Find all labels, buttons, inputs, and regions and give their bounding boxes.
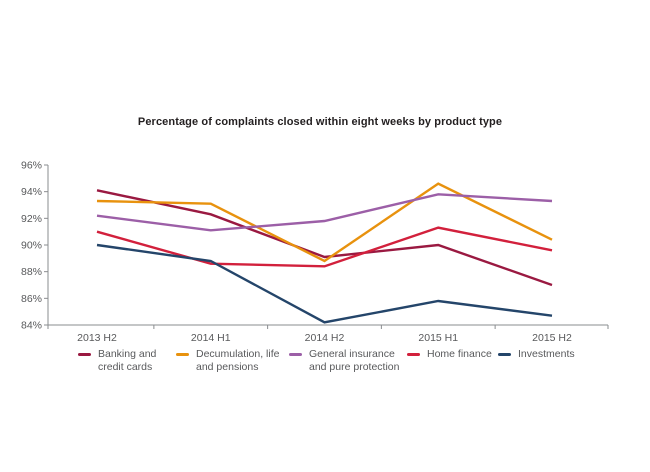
legend-swatch-banking-and-credit-cards bbox=[78, 353, 91, 356]
legend-item-investments: Investments bbox=[498, 348, 575, 361]
line-banking-and-credit-cards bbox=[96, 189, 553, 287]
x-tick-label: 2015 H1 bbox=[418, 332, 458, 344]
chart-title: Percentage of complaints closed within e… bbox=[137, 116, 503, 128]
y-tick-label: 96% bbox=[21, 160, 42, 172]
legend-label-investments: Investments bbox=[518, 348, 575, 360]
y-tick-label: 94% bbox=[21, 186, 42, 198]
x-tick-label: 2014 H2 bbox=[305, 332, 345, 344]
legend-label-decumulation-life-and-pensions: Decumulation, life and pensions bbox=[196, 348, 280, 373]
legend: Banking and credit cards Decumulation, li… bbox=[0, 348, 650, 388]
line-investments bbox=[96, 243, 553, 324]
y-tick-label: 84% bbox=[21, 320, 42, 332]
y-tick-label: 88% bbox=[21, 266, 42, 278]
legend-swatch-investments bbox=[498, 353, 511, 356]
y-tick-label: 86% bbox=[21, 293, 42, 305]
x-tick-label: 2014 H1 bbox=[191, 332, 231, 344]
legend-item-home-finance: Home finance bbox=[407, 348, 492, 361]
legend-item-general-insurance-and-pure-protection: General insurance and pure protection bbox=[289, 348, 399, 374]
legend-swatch-home-finance bbox=[407, 353, 420, 356]
legend-label-banking-and-credit-cards: Banking and credit cards bbox=[98, 348, 157, 373]
legend-label-general-insurance-and-pure-protection: General insurance and pure protection bbox=[309, 348, 400, 373]
legend-item-banking-and-credit-cards: Banking and credit cards bbox=[78, 348, 156, 374]
line-decumulation-life-and-pensions bbox=[96, 182, 553, 263]
line-general-insurance-and-pure-protection bbox=[96, 193, 553, 232]
x-tick-label: 2015 H2 bbox=[532, 332, 572, 344]
x-tick-label: 2013 H2 bbox=[77, 332, 117, 344]
legend-swatch-decumulation-life-and-pensions bbox=[176, 353, 189, 356]
y-tick-label: 90% bbox=[21, 240, 42, 252]
legend-item-decumulation-life-and-pensions: Decumulation, life and pensions bbox=[176, 348, 279, 374]
legend-swatch-general-insurance-and-pure-protection bbox=[289, 353, 302, 356]
line-home-finance bbox=[96, 226, 553, 268]
y-tick-label: 92% bbox=[21, 213, 42, 225]
legend-label-home-finance: Home finance bbox=[427, 348, 492, 360]
